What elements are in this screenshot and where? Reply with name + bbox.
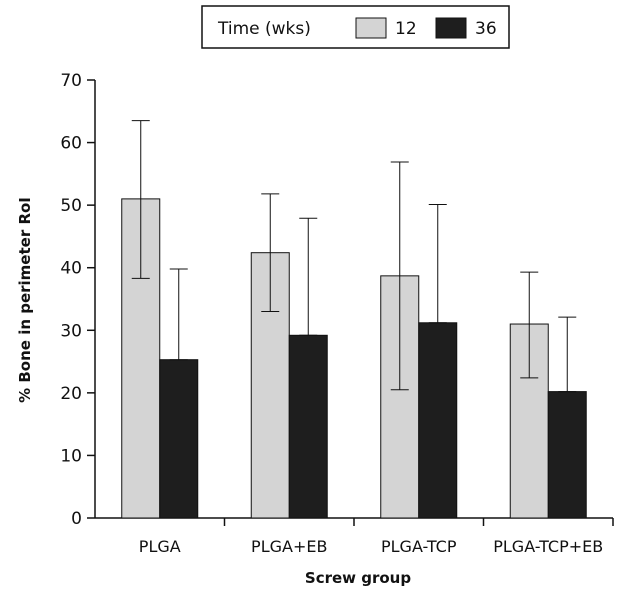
- x-category-label: PLGA+EB: [251, 537, 327, 556]
- x-axis-title: Screw group: [305, 569, 411, 587]
- x-category-label: PLGA: [139, 537, 181, 556]
- bar-36-3: [418, 322, 458, 519]
- bar-36-4: [547, 391, 587, 519]
- y-tick-label: 50: [60, 196, 82, 216]
- y-tick-label: 40: [60, 259, 82, 279]
- y-axis-title: % Bone in perimeter RoI: [16, 197, 34, 403]
- y-tick-label: 60: [60, 134, 82, 154]
- legend-label-12: 12: [395, 19, 417, 39]
- legend-swatch-12: [355, 17, 387, 39]
- bar-36-2: [288, 334, 328, 519]
- plot-area: 0 10 20 30 40 50 60 70 PLGA PLGA+EB PLGA-TCP PLGA-T…: [60, 71, 614, 556]
- y-tick-label: 30: [60, 321, 82, 341]
- legend: Time (wks) 12 36: [201, 5, 510, 49]
- legend-label-36: 36: [475, 19, 497, 39]
- y-tick-label: 70: [60, 71, 82, 91]
- y-tick-label: 0: [71, 509, 82, 529]
- legend-swatch-36: [435, 17, 467, 39]
- legend-title: Time (wks): [217, 19, 311, 39]
- y-tick-label: 10: [60, 446, 82, 466]
- y-tick-label: 20: [60, 384, 82, 404]
- bar-36-1: [159, 359, 199, 519]
- x-category-label: PLGA-TCP: [381, 537, 457, 556]
- x-category-label: PLGA-TCP+EB: [493, 537, 603, 556]
